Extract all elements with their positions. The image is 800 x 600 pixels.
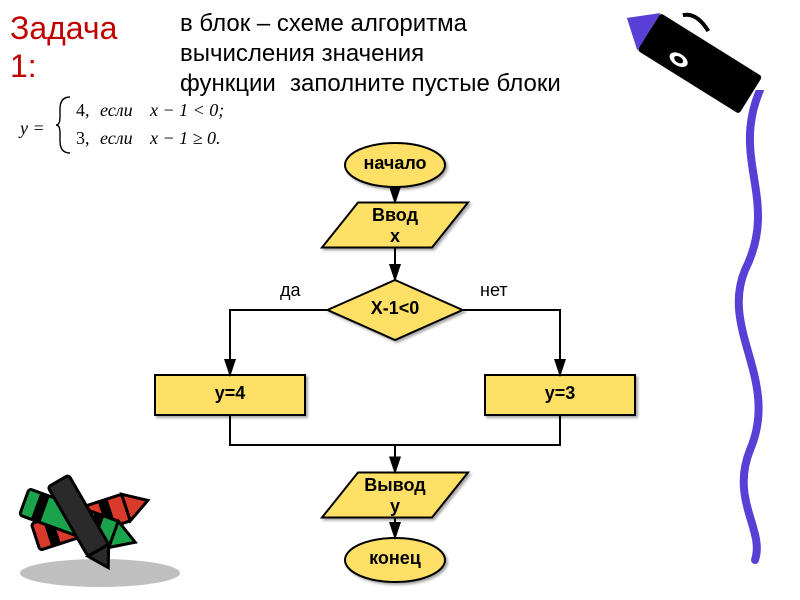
block-input: Вводx: [335, 205, 455, 247]
block-output: Выводу: [335, 475, 455, 517]
math-row1-if: если: [100, 100, 133, 121]
math-row2-a: 3,: [76, 128, 90, 149]
task-title-line2: 1:: [10, 48, 37, 85]
math-y: y =: [20, 118, 45, 139]
desc-line1: в блок – схеме алгоритма: [180, 10, 467, 38]
crayons-bottom-left: [5, 445, 195, 595]
desc-line4: заполните пустые блоки: [290, 70, 561, 98]
desc-line3: функции: [180, 70, 276, 98]
math-row1-cond: x − 1 < 0;: [150, 100, 224, 121]
math-brace: [56, 95, 74, 155]
edge-yes: да: [280, 280, 301, 301]
block-left: y=4: [170, 383, 290, 404]
math-row2-cond: x − 1 ≥ 0.: [150, 128, 221, 149]
block-end: конец: [335, 548, 455, 569]
crayon-trail: [710, 90, 800, 570]
block-right: y=3: [500, 383, 620, 404]
desc-line2: вычисления значения: [180, 40, 424, 68]
math-row2-if: если: [100, 128, 133, 149]
edge-no: нет: [480, 280, 508, 301]
task-title-line1: Задача: [10, 10, 117, 47]
block-cond: X-1<0: [335, 298, 455, 319]
math-row1-a: 4,: [76, 100, 90, 121]
block-start: начало: [335, 153, 455, 174]
